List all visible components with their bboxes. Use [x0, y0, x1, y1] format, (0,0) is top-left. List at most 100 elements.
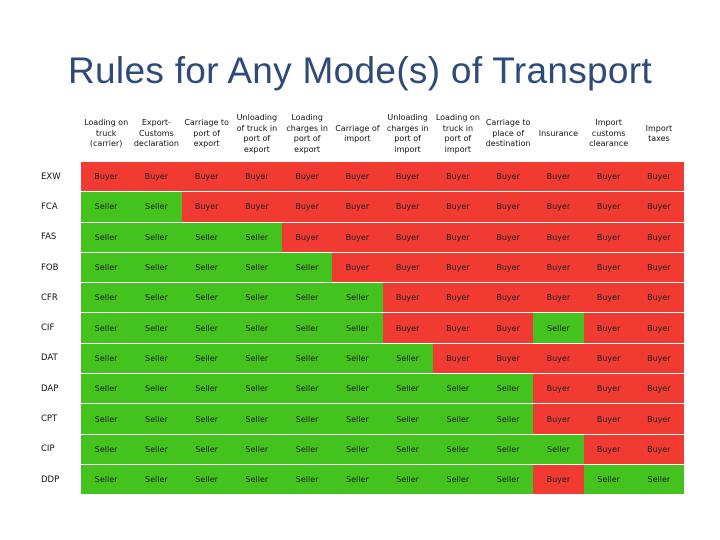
- table-cell: Seller: [81, 434, 132, 464]
- table-row: CIP Seller Seller Seller Seller Seller Seller S…: [38, 434, 684, 465]
- table-cell: Buyer: [533, 283, 584, 313]
- table-cell: Buyer: [332, 192, 383, 222]
- table-cell: Buyer: [483, 283, 534, 313]
- table-cell: Buyer: [533, 374, 584, 404]
- table-cell: Seller: [533, 313, 584, 343]
- column-header-label: Carriage to port of export: [184, 118, 229, 149]
- table-cell: Seller: [181, 374, 232, 404]
- table-cell: Buyer: [483, 192, 534, 222]
- column-header-label: Loading on truck (carrier): [84, 118, 129, 149]
- column-header: Import taxes: [634, 106, 684, 162]
- table-row: FAS Seller Seller Seller Seller Buyer Buyer Buy…: [38, 222, 684, 253]
- table-row: FCA Seller Seller Buyer Buyer Buyer Buyer Buyer…: [38, 192, 684, 223]
- table-cell: Buyer: [633, 252, 684, 283]
- table-cell: Seller: [432, 434, 483, 464]
- table-cell: Seller: [231, 283, 282, 313]
- table-cell: Seller: [231, 464, 282, 495]
- table-cell: Buyer: [583, 343, 634, 374]
- table-cell: Buyer: [633, 162, 684, 192]
- table-cell: Seller: [81, 464, 132, 495]
- table-cell: Seller: [81, 222, 132, 252]
- table-cell: Buyer: [483, 343, 534, 374]
- table-cell: Seller: [533, 434, 584, 464]
- table-cell: Seller: [131, 374, 182, 404]
- table-cell: Seller: [231, 313, 282, 343]
- table-cell: Seller: [282, 404, 333, 434]
- table-row: DAT Seller Seller Seller Seller Seller Seller S…: [38, 343, 684, 375]
- table-cell: Buyer: [533, 464, 584, 495]
- table-cell: Seller: [231, 404, 282, 434]
- table-cell: Buyer: [583, 162, 634, 192]
- table-cell: Seller: [81, 374, 132, 404]
- column-header: Carriage to port of export: [182, 106, 232, 162]
- incoterm-label: CIF: [38, 313, 81, 343]
- table-cell: Buyer: [332, 252, 383, 283]
- table-cell: Buyer: [231, 192, 282, 222]
- table-cell: Buyer: [583, 374, 634, 404]
- table-cell: Buyer: [633, 313, 684, 343]
- table-cell: Buyer: [432, 283, 483, 313]
- page-title: Rules for Any Mode(s) of Transport: [68, 50, 652, 91]
- table-cell: Buyer: [131, 162, 182, 192]
- table-cell: Buyer: [382, 192, 433, 222]
- table-cell: Seller: [633, 464, 684, 495]
- table-cell: Seller: [382, 374, 433, 404]
- column-header-label: Unloading of truck in port of export: [236, 113, 278, 154]
- incoterm-label: DAT: [38, 343, 81, 374]
- column-header-label: Unloading charges in port of import: [386, 113, 429, 154]
- table-cell: Seller: [81, 192, 132, 222]
- table-cell: Seller: [332, 464, 383, 495]
- column-header-label: Carriage to place of destination: [485, 118, 531, 149]
- table-cell: Seller: [432, 374, 483, 404]
- table-cell: Seller: [282, 434, 333, 464]
- table-cell: Seller: [282, 283, 333, 313]
- table-row: DDP Seller Seller Seller Seller Seller Seller S…: [38, 464, 684, 496]
- column-header-label: Export-Customs declaration: [133, 118, 179, 149]
- table-cell: Seller: [181, 434, 232, 464]
- incoterm-label: DDP: [38, 464, 81, 495]
- table-header-row: Loading on truck (carrier) Export-Customs…: [38, 106, 684, 162]
- table-cell: Buyer: [533, 222, 584, 252]
- table-cell: Buyer: [432, 313, 483, 343]
- table-cell: Seller: [432, 404, 483, 434]
- table-cell: Buyer: [181, 192, 232, 222]
- table-cell: Buyer: [432, 222, 483, 252]
- table-cell: Buyer: [533, 343, 584, 374]
- table-cell: Buyer: [382, 313, 433, 343]
- incoterm-label: DAP: [38, 374, 81, 404]
- table-cell: Buyer: [483, 222, 534, 252]
- table-cell: Seller: [231, 374, 282, 404]
- table-cell: Buyer: [432, 252, 483, 283]
- table-cell: Seller: [483, 434, 534, 464]
- table-cell: Seller: [181, 404, 232, 434]
- incoterm-label: FOB: [38, 252, 81, 283]
- table-cell: Seller: [181, 222, 232, 252]
- table-cell: Seller: [81, 343, 132, 374]
- table-cell: Buyer: [583, 404, 634, 434]
- column-header-label: Import customs clearance: [589, 118, 629, 149]
- table-row: CFR Seller Seller Seller Seller Seller Seller B…: [38, 283, 684, 314]
- table-cell: Seller: [81, 252, 132, 283]
- table-cell: Buyer: [533, 162, 584, 192]
- table-cell: Buyer: [483, 313, 534, 343]
- table-cell: Seller: [131, 192, 182, 222]
- table-cell: Buyer: [533, 404, 584, 434]
- table-row: EXW Buyer Buyer Buyer Buyer Buyer Buyer Buyer Bu…: [38, 162, 684, 193]
- table-cell: Seller: [332, 404, 383, 434]
- column-header: Carriage of import: [332, 106, 382, 162]
- table-cell: Seller: [131, 283, 182, 313]
- table-cell: Seller: [332, 313, 383, 343]
- table-cell: Buyer: [583, 313, 634, 343]
- table-cell: Buyer: [332, 222, 383, 252]
- table-cell: Buyer: [633, 374, 684, 404]
- table-cell: Seller: [583, 464, 634, 495]
- table-cell: Seller: [332, 374, 383, 404]
- table-cell: Seller: [332, 343, 383, 374]
- table-cell: Buyer: [633, 404, 684, 434]
- table-cell: Seller: [282, 252, 333, 283]
- table-cell: Buyer: [583, 434, 634, 464]
- table-cell: Seller: [131, 252, 182, 283]
- column-header-label: Loading charges in port of export: [286, 113, 328, 154]
- table-cell: Seller: [81, 404, 132, 434]
- table-row: FOB Seller Seller Seller Seller Seller Buyer Bu…: [38, 252, 684, 284]
